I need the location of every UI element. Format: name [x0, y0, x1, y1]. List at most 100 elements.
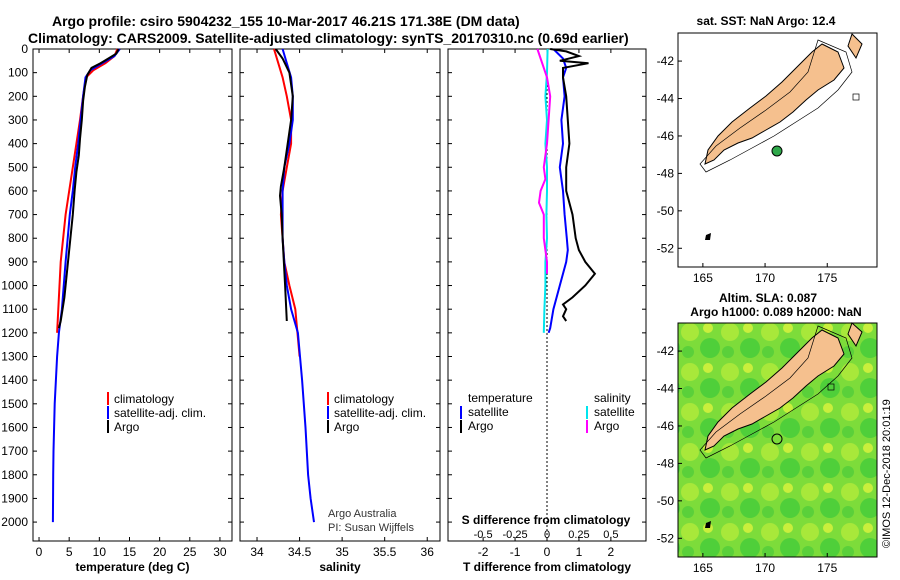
legend-heading-temperature: temperature — [468, 391, 533, 405]
map-x-tick-label: 165 — [693, 561, 713, 575]
y-tick-label: 300 — [8, 113, 28, 127]
north-island-tip — [847, 33, 863, 60]
x-axis-title: T difference from climatology — [463, 560, 631, 574]
x-tick-label: -1 — [510, 545, 521, 559]
series-salinity-satellite — [542, 48, 549, 333]
map-x-tick-label: 175 — [817, 271, 837, 285]
series-satellite-adj-clim- — [281, 48, 315, 523]
legend-text-satellite: satellite-adj. clim. — [334, 406, 426, 420]
x-tick-label: 30 — [213, 545, 227, 559]
map-y-tick-label: -50 — [657, 204, 675, 218]
x-tick-label: 20 — [153, 545, 167, 559]
legend-heading-salinity: salinity — [594, 391, 631, 405]
map-x-tick-label: 165 — [693, 271, 713, 285]
series-temperature-argo — [550, 48, 597, 322]
map-y-tick-label: -52 — [657, 531, 675, 545]
shelf-contour — [699, 325, 853, 459]
map-y-tick-label: -44 — [657, 92, 675, 106]
x-tick-label: 36 — [421, 545, 435, 559]
map-y-tick-label: -48 — [657, 166, 675, 180]
y-tick-label: 600 — [8, 184, 28, 198]
x-tick-label: 34 — [250, 545, 264, 559]
series-argo — [57, 48, 120, 329]
chart-title-line1: Argo profile: csiro 5904232_155 10-Mar-2… — [52, 13, 520, 29]
x2-tick-label: -0.25 — [503, 529, 528, 541]
y-tick-label: 0 — [21, 42, 28, 56]
map-x-tick-label: 170 — [755, 561, 775, 575]
sla-map-title-line2: Argo h1000: 0.089 h2000: NaN — [690, 305, 861, 319]
x-axis-title: salinity — [319, 560, 361, 574]
sla-map-title-line1: Altim. SLA: 0.087 — [719, 291, 817, 305]
x2-tick-labels: -0.5 -0.25 0 0.25 0.5 — [474, 529, 619, 541]
series-climatology — [273, 48, 301, 357]
salinity-frame — [239, 48, 441, 542]
y-tick-label: 1200 — [1, 326, 28, 340]
y-tick-label: 1000 — [1, 279, 28, 293]
map-y-tick-label: -48 — [657, 456, 675, 470]
legend-text-temp-argo: Argo — [468, 419, 494, 433]
annotation-pi: PI: Susan Wijffels — [328, 522, 414, 534]
legend-text-sal-satellite: satellite — [594, 405, 635, 419]
map-y-tick-label: -46 — [657, 129, 675, 143]
difference-legend: temperature satellite Argo salinity sate… — [460, 391, 635, 541]
temperature-frame — [32, 48, 233, 542]
x2-tick-label: 0 — [544, 529, 550, 541]
x-tick-label: 0 — [36, 545, 43, 559]
map-y-tick-label: -46 — [657, 419, 675, 433]
chatham-contour — [827, 383, 835, 391]
x-tick-label: 25 — [183, 545, 197, 559]
sla-map-ticks: 165 170 175 -42 -44 -46 -48 -50 -52 — [657, 344, 838, 575]
x-tick-label: 34.5 — [288, 545, 312, 559]
y-tick-label: 1500 — [1, 397, 28, 411]
map-y-tick-label: -52 — [657, 241, 675, 255]
y-tick-label: 100 — [8, 66, 28, 80]
legend-text-climatology: climatology — [334, 392, 394, 406]
chatham-contour — [852, 93, 860, 101]
auckland-islands — [705, 521, 711, 528]
argo-position-marker — [771, 433, 783, 445]
series-salinity-argo — [536, 48, 552, 274]
map-y-tick-label: -42 — [657, 344, 675, 358]
temperature-panel: 0100200300400500600700800900100011001200… — [1, 42, 233, 574]
x-tick-label: 5 — [66, 545, 73, 559]
series-argo — [274, 48, 294, 322]
x2-tick-label: 0.5 — [603, 529, 618, 541]
legend-text-sal-argo: Argo — [594, 419, 620, 433]
y-tick-label: 1100 — [2, 302, 28, 316]
y-tick-label: 1700 — [1, 444, 28, 458]
y-tick-label: 200 — [8, 89, 28, 103]
x-axis-title: temperature (deg C) — [75, 560, 189, 574]
legend-text-argo: Argo — [114, 420, 140, 434]
shelf-contour — [699, 39, 853, 173]
y-tick-label: 400 — [8, 137, 28, 151]
y-tick-label: 1600 — [1, 420, 28, 434]
argo-position-marker — [771, 145, 783, 157]
temperature-legend: climatology satellite-adj. clim. Argo — [107, 392, 206, 434]
x-tick-label: 0 — [544, 545, 551, 559]
y-tick-label: 800 — [8, 231, 28, 245]
salinity-panel: 34 34.5 35 35.5 36 salinity — [239, 48, 441, 574]
x-tick-label: 2 — [608, 545, 615, 559]
y-tick-label: 700 — [8, 208, 28, 222]
legend-text-climatology: climatology — [114, 392, 174, 406]
series-satellite-adj-clim- — [51, 48, 121, 523]
difference-panel: -2 -1 0 1 2T difference from climatology — [447, 48, 647, 574]
salinity-legend: climatology satellite-adj. clim. Argo Ar… — [327, 392, 426, 534]
sla-map: 165 170 175 -42 -44 -46 -48 -50 -52 — [657, 322, 878, 575]
sst-map-title: sat. SST: NaN Argo: 12.4 — [697, 14, 836, 28]
annotation-argo-australia: Argo Australia — [328, 508, 397, 520]
y-tick-label: 500 — [8, 160, 28, 174]
north-island-tip — [847, 322, 863, 348]
series-climatology — [56, 48, 119, 333]
sst-map: 165 170 175 -42 -44 -46 -48 -50 -52 — [657, 32, 878, 285]
legend-text-argo: Argo — [334, 420, 360, 434]
auckland-islands — [705, 233, 711, 240]
x2-axis-title: S difference from climatology — [462, 513, 631, 527]
y-tick-label: 1300 — [1, 350, 28, 364]
legend-text-temp-satellite: satellite — [468, 405, 509, 419]
map-y-tick-label: -50 — [657, 494, 675, 508]
y-tick-label: 1800 — [1, 468, 28, 482]
map-x-tick-label: 175 — [817, 561, 837, 575]
x-tick-label: 35.5 — [373, 545, 397, 559]
